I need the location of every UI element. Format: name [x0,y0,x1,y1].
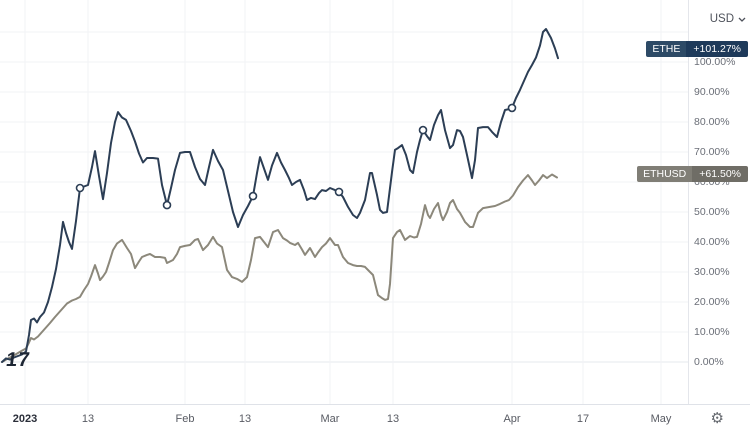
time-scale[interactable]: 2023 13 Feb 13 Mar 13 Apr 17 May [0,405,750,440]
y-tick-label: 30.00% [694,266,730,278]
y-tick-label: 20.00% [694,296,730,308]
chevron-down-icon [738,13,746,25]
x-tick-label: May [650,413,672,425]
y-tick-label: 100.00% [694,56,736,68]
y-tick-label: 0.00% [694,356,724,368]
y-tick-label: 80.00% [694,116,730,128]
x-tick-label: 2023 [12,413,38,425]
y-tick-label: 10.00% [694,326,730,338]
x-tick-label: Mar [320,413,340,425]
ethe-symbol: ETHE [646,41,687,57]
y-tick-label: 50.00% [694,206,730,218]
series-start-annotation: 17 [4,349,32,371]
y-tick-label: 70.00% [694,146,730,158]
time-axis-separator [0,404,750,405]
price-axis-separator [688,0,689,404]
price-scale[interactable]: 0.00% 10.00% 20.00% 30.00% 40.00% 50.00% 60.00… [688,0,750,404]
x-tick-label: Apr [503,413,521,425]
x-tick-label: Feb [175,413,195,425]
x-tick-label: 13 [386,413,400,425]
y-tick-label: 90.00% [694,86,730,98]
currency-selector-label: USD [709,13,734,25]
ethusd-price-label: ETHUSD +61.50% [637,166,748,182]
x-tick-label: 17 [576,413,590,425]
x-tick-label: 13 [238,413,252,425]
ethusd-symbol: ETHUSD [637,166,693,182]
x-tick-label: 13 [81,413,95,425]
ethe-price-label: ETHE +101.27% [646,41,748,57]
ethusd-change-value: +61.50% [692,166,748,182]
settings-gear-icon[interactable]: ⚙ [710,410,724,427]
y-tick-label: 40.00% [694,236,730,248]
currency-selector[interactable]: USD [710,13,746,25]
ethe-change-value: +101.27% [686,41,748,57]
